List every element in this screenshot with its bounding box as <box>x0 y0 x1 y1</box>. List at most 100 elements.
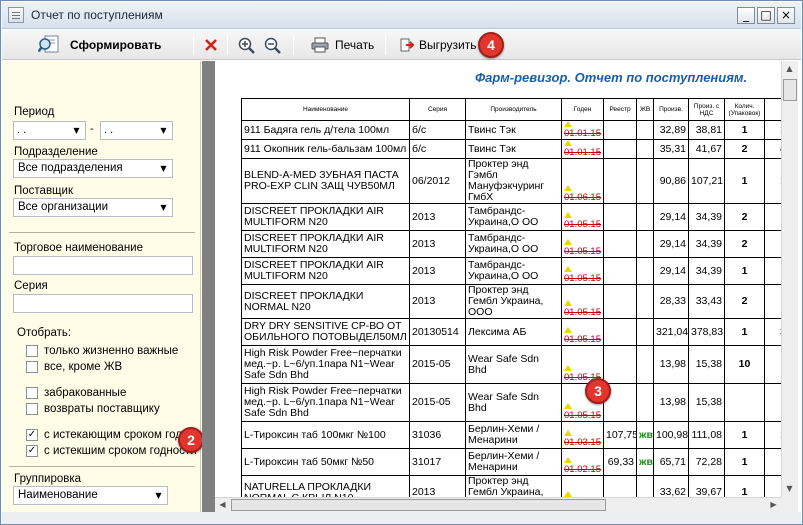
panel-splitter[interactable] <box>202 61 215 512</box>
callout-badge-3: 3 <box>585 378 611 404</box>
warning-triangle-icon <box>564 365 572 371</box>
warning-triangle-icon <box>564 185 572 191</box>
registry-price-cell <box>603 203 637 231</box>
scroll-left-icon[interactable]: ◀ <box>219 500 226 509</box>
price-cell: 65,71 <box>653 448 689 476</box>
callout-badge-2: 2 <box>178 427 204 453</box>
price-vat-cell: 33,43 <box>688 284 725 319</box>
checkbox-expiring[interactable]: ✓ с истекающим сроком годности <box>26 429 201 441</box>
export-arrow-icon <box>400 38 415 52</box>
price-vat-cell: 34,39 <box>688 257 725 285</box>
vertical-scroll-thumb[interactable] <box>783 79 797 101</box>
table-row[interactable]: High Risk Powder Free~перчатки мед.~р. L… <box>241 383 781 422</box>
registry-price-cell <box>603 257 637 285</box>
close-button[interactable]: × <box>777 7 795 24</box>
series-cell: 31036 <box>409 421 466 449</box>
table-row[interactable]: DISCREET ПРОКЛАДКИ AIR MULTIFORM N20 2013… <box>241 257 781 285</box>
table-row[interactable]: L-Тироксин таб 100мкг №100 31036 Берлин-Хе… <box>241 421 781 449</box>
chevron-down-icon: ▼ <box>160 126 167 135</box>
checkbox-label: с истекшим сроком годности <box>44 445 197 457</box>
table-row[interactable]: DISCREET ПРОКЛАДКИ NORMAL N20 2013 Проктер… <box>241 284 781 319</box>
supplier-select[interactable]: Все организации ▼ <box>13 198 173 217</box>
product-name-cell: DISCREET ПРОКЛАДКИ NORMAL N20 <box>241 284 410 319</box>
extra-cell <box>764 448 781 476</box>
grouping-select[interactable]: Наименование ▼ <box>13 486 168 505</box>
scroll-up-icon[interactable]: ▲ <box>786 64 793 73</box>
table-row[interactable]: High Risk Powder Free~перчатки мед.~р. L… <box>241 345 781 384</box>
expiry-date: 01.05.15 <box>564 307 601 318</box>
table-row[interactable]: 911 Бадяга гель д/тела 100мл б/с Твинс Тэк… <box>241 120 781 140</box>
grouping-label: Группировка <box>14 473 82 485</box>
vital-flag-cell <box>636 158 654 204</box>
expiry-cell: 01.03.15 <box>561 421 604 449</box>
table-row[interactable]: DISCREET ПРОКЛАДКИ AIR MULTIFORM N20 2013… <box>241 203 781 231</box>
series-cell: 2013 <box>409 230 466 258</box>
printer-icon <box>311 37 329 53</box>
expiry-date: 01.01.15 <box>564 128 601 139</box>
status-bar <box>2 512 801 524</box>
checkbox-expired[interactable]: ✓ с истекшим сроком годности <box>26 445 197 457</box>
maximize-button[interactable]: □ <box>757 7 775 24</box>
quantity-cell: 2 <box>724 139 765 159</box>
registry-price-cell <box>603 475 637 497</box>
extra-cell <box>764 345 781 384</box>
checkbox-rejected[interactable]: забракованные <box>26 387 126 399</box>
extra-cell <box>764 257 781 285</box>
price-vat-cell: 34,39 <box>688 230 725 258</box>
checkbox-supplier-returns[interactable]: возвраты поставщику <box>26 403 160 415</box>
toolbar-separator <box>385 35 386 55</box>
expiry-cell: 01.02.15 <box>561 448 604 476</box>
generate-button[interactable]: Сформировать <box>38 34 161 56</box>
table-row[interactable]: BLEND-A-MED ЗУБНАЯ ПАСТА PRO-EXP CLIN ЗА… <box>241 158 781 204</box>
table-row[interactable]: DISCREET ПРОКЛАДКИ AIR MULTIFORM N20 2013… <box>241 230 781 258</box>
extra-cell: 1 <box>764 421 781 449</box>
checkbox-all-except-vital[interactable]: все, кроме ЖВ <box>26 361 122 373</box>
extra-cell <box>764 203 781 231</box>
table-row[interactable]: 911 Окопник гель-бальзам 100мл б/с Твинс Т… <box>241 139 781 159</box>
maker-cell: Тамбрандс-Украина,О ОО <box>465 230 562 258</box>
toolbar-separator <box>193 35 194 55</box>
trade-name-label: Торговое наименование <box>14 242 143 254</box>
divider <box>9 466 195 467</box>
chevron-down-icon: ▼ <box>73 126 80 135</box>
expiry-cell: 01.01.15 <box>561 475 604 497</box>
red-x-icon <box>205 39 217 51</box>
quantity-cell: 1 <box>724 120 765 140</box>
registry-price-cell <box>603 230 637 258</box>
scroll-right-icon[interactable]: ▶ <box>770 500 777 509</box>
checkbox-box <box>26 403 38 415</box>
extra-cell <box>764 383 781 422</box>
export-button[interactable]: Выгрузить <box>400 34 477 56</box>
expiry-date: 01.01.15 <box>564 147 601 158</box>
vital-flag-cell <box>636 284 654 319</box>
series-cell: 31017 <box>409 448 466 476</box>
zoom-out-icon <box>264 37 281 54</box>
series-input[interactable] <box>13 294 193 313</box>
scroll-down-icon[interactable]: ▼ <box>786 484 793 493</box>
table-row[interactable]: NATURELLA ПРОКЛАДКИ NORMAL С КРЫЛ N10201… <box>241 475 781 497</box>
checkbox-only-vital[interactable]: только жизненно важные <box>26 345 178 357</box>
minimize-button[interactable]: _ <box>737 7 755 24</box>
expiry-date: 01.05.15 <box>564 372 601 383</box>
table-row[interactable]: L-Тироксин таб 50мкг №50 31017 Берлин-Хеми… <box>241 448 781 476</box>
column-header: Произ. с НДС <box>688 98 725 121</box>
warning-triangle-icon <box>564 491 572 497</box>
print-button[interactable]: Печать <box>311 34 374 56</box>
date-from-picker[interactable]: . . ▼ <box>13 121 86 140</box>
clear-button[interactable] <box>205 34 217 56</box>
series-label: Серия <box>14 280 48 292</box>
division-select[interactable]: Все подразделения ▼ <box>13 159 173 178</box>
checkbox-box <box>26 387 38 399</box>
date-to-picker[interactable]: . . ▼ <box>100 121 173 140</box>
expiry-cell: 01.06.15 <box>561 158 604 204</box>
horizontal-scrollbar[interactable]: ◀ ▶ <box>215 497 781 512</box>
zoom-in-button[interactable] <box>238 34 255 56</box>
series-cell: б/с <box>409 120 466 140</box>
zoom-out-button[interactable] <box>264 34 281 56</box>
horizontal-scroll-thumb[interactable] <box>231 499 606 511</box>
table-row[interactable]: DRY DRY SENSITIVE СР-ВО ОТ ОБИЛЬНОГО ПОТ… <box>241 318 781 346</box>
vertical-scrollbar[interactable]: ▲ ▼ <box>781 61 798 497</box>
price-cell: 100,98 <box>653 421 689 449</box>
trade-name-input[interactable] <box>13 256 193 275</box>
